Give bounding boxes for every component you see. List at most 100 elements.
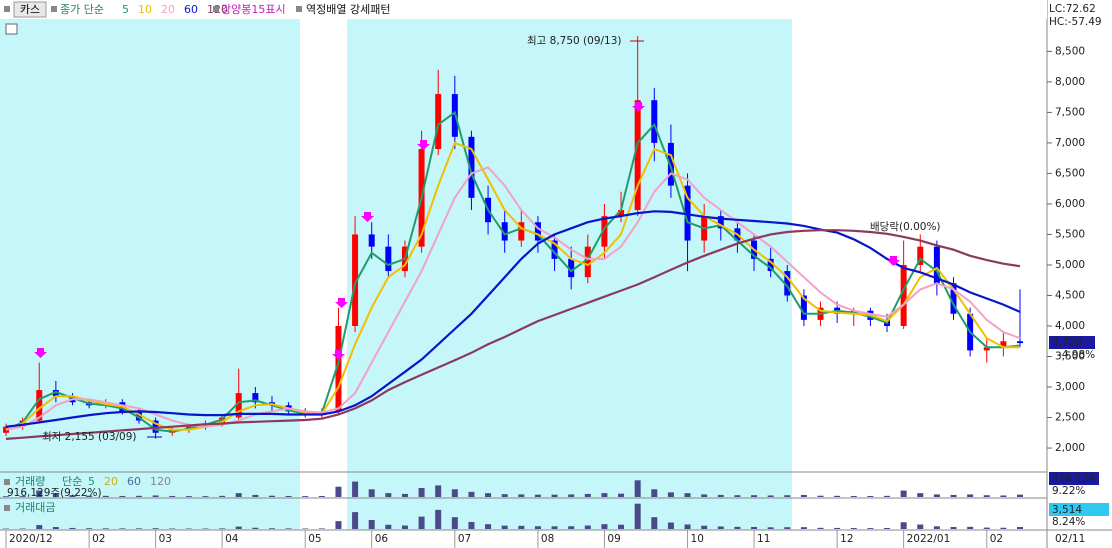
legend-entry: 20 <box>161 3 175 16</box>
bar <box>268 495 275 497</box>
bar <box>917 524 924 529</box>
bar <box>1000 495 1007 497</box>
x-tick-label: 04 <box>225 533 239 545</box>
bar <box>451 517 458 529</box>
candle-body <box>518 222 525 241</box>
candle-body <box>933 246 940 284</box>
bar <box>850 495 857 497</box>
y-tick-label: 2,000 <box>1055 442 1085 454</box>
value-title: 거래대금 <box>15 501 55 514</box>
bar <box>684 493 691 497</box>
x-tick-label: 08 <box>541 533 554 545</box>
legend-entry: 20 <box>104 475 118 488</box>
bar <box>252 494 259 497</box>
x-tick-label: 2020/12 <box>9 533 53 545</box>
bar <box>385 493 392 497</box>
bar <box>368 520 375 529</box>
bar <box>917 493 924 497</box>
bar <box>69 527 76 529</box>
bar <box>318 495 325 497</box>
bar <box>36 490 43 497</box>
candle-body <box>618 210 625 217</box>
bar <box>518 494 525 497</box>
high-label: 최고 8,750 (09/13) <box>527 35 622 47</box>
signal-marker <box>332 350 345 360</box>
bar <box>169 495 176 497</box>
bar <box>102 495 109 497</box>
signal-label: 강양봉15표시 <box>221 3 286 16</box>
candle-body <box>784 271 791 296</box>
bar <box>1017 494 1023 497</box>
bar <box>651 489 658 497</box>
bar <box>401 493 408 497</box>
bar <box>69 495 76 497</box>
bar <box>52 493 59 497</box>
bar <box>435 509 442 529</box>
signal-marker <box>361 212 374 222</box>
bar <box>451 489 458 497</box>
ma-line <box>5 166 1021 431</box>
bar <box>568 494 575 497</box>
candle-body <box>534 222 541 241</box>
bar <box>268 528 275 529</box>
bar <box>551 494 558 497</box>
stock-box[interactable] <box>13 1 47 18</box>
candle-body <box>152 420 159 433</box>
bar <box>302 496 309 497</box>
y-tick-label: 6,000 <box>1055 198 1085 210</box>
bar <box>584 493 591 497</box>
y-tick-label: 3,500 <box>1055 350 1085 362</box>
table-icon[interactable] <box>5 23 18 35</box>
legend-entry: 5 <box>122 3 129 16</box>
bar <box>418 488 425 497</box>
bar <box>86 495 93 497</box>
signal-markers <box>34 102 900 360</box>
x-tick-label: 2022/01 <box>907 533 951 545</box>
indicator-label: 종가 단순 <box>60 3 104 16</box>
x-tick-label: 02 <box>990 533 1003 545</box>
bar <box>618 493 625 497</box>
candle-body <box>36 390 43 421</box>
bar <box>19 496 26 497</box>
y-tick-label: 4,000 <box>1055 320 1085 332</box>
bar <box>501 494 508 497</box>
bar <box>933 526 940 529</box>
candle-body <box>468 136 475 198</box>
candle-body <box>3 426 9 433</box>
candle-body <box>368 234 375 247</box>
candle-body <box>235 393 242 418</box>
bar <box>867 528 874 529</box>
y-tick-label: 5,000 <box>1055 259 1085 271</box>
bar <box>800 527 807 529</box>
candle-body <box>1000 341 1007 348</box>
y-tick-label: 5,500 <box>1055 228 1085 240</box>
candle-body <box>767 258 774 272</box>
last-value: 3,514 <box>1052 504 1082 516</box>
candle-body <box>52 390 59 397</box>
last-volume: 916,129 <box>1052 473 1095 485</box>
candle-body <box>800 295 807 320</box>
bar <box>667 492 674 497</box>
signal-marker <box>632 102 645 112</box>
candle-body <box>551 240 558 259</box>
bar <box>734 526 741 529</box>
candle-body <box>634 100 641 211</box>
legend-entry: 60 <box>127 475 141 488</box>
bar <box>933 494 940 497</box>
bar <box>368 489 375 497</box>
bar <box>850 528 857 529</box>
bar <box>135 495 142 497</box>
bar <box>967 494 974 497</box>
last-price-box <box>1049 336 1095 349</box>
bar <box>950 494 957 497</box>
low-label: 최저 2,155 (03/09) <box>42 431 137 443</box>
ma-line <box>5 229 1021 440</box>
bar <box>667 522 674 529</box>
dividend-label: 배당락(0.00%) <box>870 221 941 233</box>
bar <box>119 495 126 497</box>
bar <box>717 494 724 497</box>
x-tick-label: 11 <box>757 533 770 545</box>
ma-line <box>5 110 1021 433</box>
bar <box>618 524 625 529</box>
